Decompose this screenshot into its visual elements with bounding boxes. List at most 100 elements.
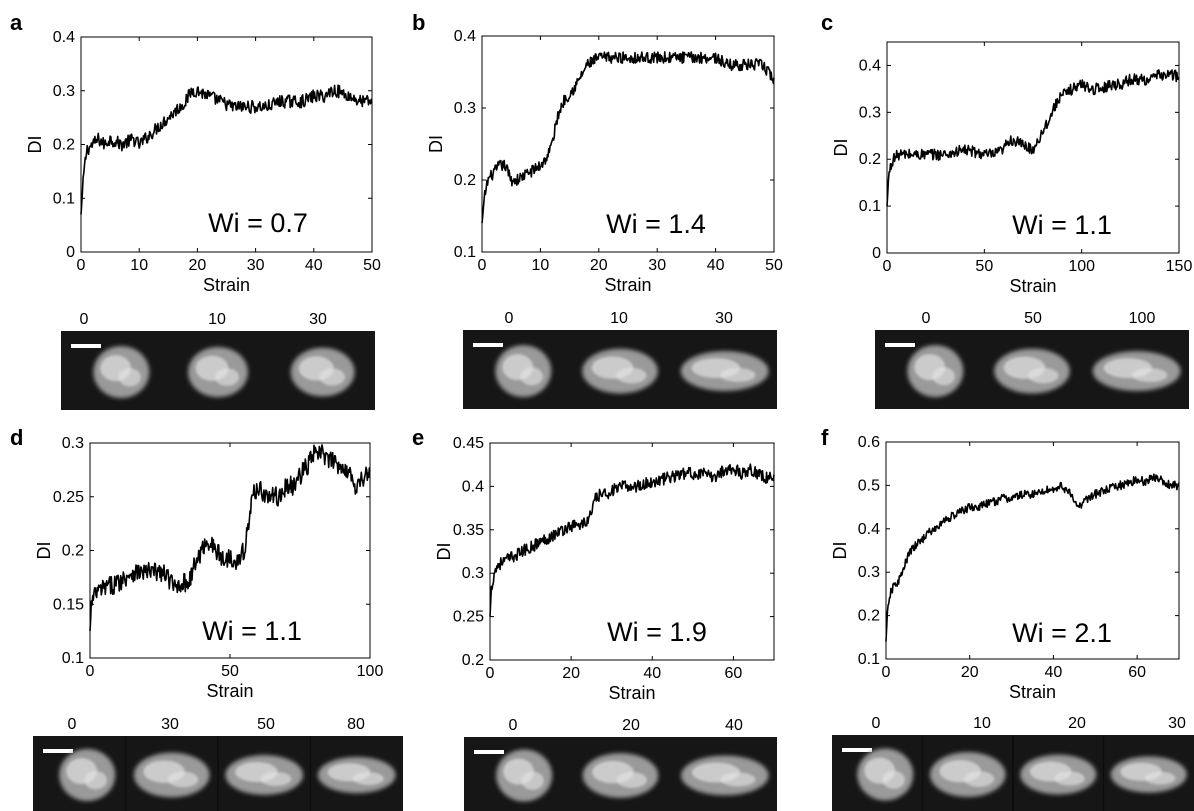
micrograph-strip: 0 20 40 <box>464 717 777 811</box>
di-series-line <box>489 463 775 617</box>
strain-frame-label: 30 <box>715 310 733 327</box>
cell-image <box>929 752 1006 797</box>
chart-panel-f: f 0 20 40 60 0.1 0.2 0.3 0.4 0.5 0.6 Strain DI Wi = 2… <box>821 425 1194 811</box>
y-tick-label: 0.3 <box>62 435 84 452</box>
y-tick-label: 0.3 <box>454 100 476 117</box>
x-tick-label: 100 <box>1068 258 1095 275</box>
micrograph-strip: 0 10 30 <box>463 310 777 409</box>
chart-panel-e: e 0 20 40 60 0.2 0.25 0.3 0.35 0.4 0.45 Strain DI Wi … <box>412 425 777 811</box>
x-axis-label: Strain <box>608 683 655 703</box>
plot-frame <box>885 441 1180 660</box>
y-axis-label: DI <box>34 542 54 560</box>
y-tick-label: 0.3 <box>859 104 881 121</box>
strain-frame-label: 0 <box>922 310 931 327</box>
y-tick-label: 0.6 <box>858 434 880 451</box>
x-tick-label: 30 <box>648 257 666 274</box>
cell-image <box>857 748 914 801</box>
x-axis-label: Strain <box>1009 682 1056 702</box>
cell-image <box>907 345 964 398</box>
y-tick-label: 0.45 <box>453 435 484 452</box>
y-tick-label: 0.25 <box>453 609 484 626</box>
wi-annotation: Wi = 1.1 <box>1012 210 1112 240</box>
y-axis-label: DI <box>426 135 446 153</box>
di-series-line <box>80 84 373 215</box>
y-tick-label: 0.2 <box>62 543 84 560</box>
panel-letter: d <box>10 425 23 450</box>
strain-frame-label: 0 <box>505 310 514 327</box>
di-series-line <box>885 473 1180 642</box>
y-tick-label: 0.2 <box>858 608 880 625</box>
cell-image <box>93 346 150 399</box>
y-tick-label: 0.25 <box>53 489 84 506</box>
scale-bar <box>43 749 73 753</box>
di-series-line <box>481 51 775 224</box>
y-tick-label: 0.3 <box>858 564 880 581</box>
y-tick-label: 0.2 <box>859 151 881 168</box>
x-axis-label: Strain <box>206 681 253 701</box>
y-tick-label: 0.3 <box>462 565 484 582</box>
strain-frame-label: 0 <box>872 715 881 732</box>
scale-bar <box>885 343 915 347</box>
y-tick-label: 0.35 <box>453 522 484 539</box>
wi-annotation: Wi = 1.4 <box>606 209 706 239</box>
cell-image <box>59 749 116 801</box>
micrograph-strip: 0 30 50 80 <box>33 716 403 811</box>
chart-panel-b: b 0 10 20 30 40 50 0.1 0.2 0.3 0.4 Strain DI Wi = 1.4… <box>412 10 783 409</box>
y-tick-label: 0.4 <box>53 29 75 46</box>
y-tick-label: 0.4 <box>858 521 880 538</box>
strain-frame-label: 0 <box>68 716 77 733</box>
strain-frame-label: 10 <box>973 715 991 732</box>
x-tick-label: 50 <box>975 258 993 275</box>
y-tick-label: 0.5 <box>858 477 880 494</box>
y-tick-label: 0.2 <box>462 652 484 669</box>
plot-frame <box>489 442 775 661</box>
y-tick-label: 0.1 <box>858 651 880 668</box>
cell-image <box>495 345 552 398</box>
y-tick-label: 0 <box>872 245 881 262</box>
x-tick-label: 50 <box>221 663 239 680</box>
x-tick-label: 0 <box>86 663 95 680</box>
y-axis-label: DI <box>831 139 851 157</box>
x-tick-label: 50 <box>765 257 783 274</box>
x-tick-label: 60 <box>725 665 743 682</box>
x-tick-label: 40 <box>305 257 323 274</box>
y-tick-label: 0.1 <box>859 198 881 215</box>
cell-image <box>680 351 769 392</box>
y-tick-label: 0.2 <box>454 172 476 189</box>
x-tick-label: 10 <box>130 257 148 274</box>
x-axis-label: Strain <box>203 275 250 295</box>
y-tick-label: 0.4 <box>462 478 484 495</box>
wi-annotation: Wi = 0.7 <box>208 208 308 238</box>
cell-image <box>133 752 210 798</box>
strain-frame-label: 80 <box>347 716 365 733</box>
cell-image <box>1110 756 1187 793</box>
cell-image <box>1020 754 1097 795</box>
di-series-line <box>886 69 1180 207</box>
x-tick-label: 150 <box>1166 258 1193 275</box>
strain-frame-label: 20 <box>622 717 640 734</box>
wi-annotation: Wi = 1.9 <box>607 617 707 647</box>
cell-image <box>290 347 355 397</box>
strain-frame-label: 50 <box>1024 310 1042 327</box>
scale-bar <box>71 344 101 348</box>
x-tick-label: 20 <box>189 257 207 274</box>
x-tick-label: 20 <box>961 664 979 681</box>
x-tick-label: 60 <box>1128 664 1146 681</box>
x-tick-label: 40 <box>1045 664 1063 681</box>
panel-letter: a <box>10 10 23 35</box>
scale-bar <box>474 750 504 754</box>
di-series-line <box>89 444 371 632</box>
strain-frame-label: 40 <box>725 717 743 734</box>
wi-annotation: Wi = 1.1 <box>202 616 302 646</box>
x-tick-label: 20 <box>562 665 580 682</box>
x-tick-label: 30 <box>247 257 265 274</box>
strain-frame-label: 50 <box>257 716 275 733</box>
strain-frame-label: 30 <box>161 716 179 733</box>
y-axis-label: DI <box>25 136 45 154</box>
cell-image <box>582 753 659 798</box>
y-tick-label: 0.1 <box>53 190 75 207</box>
chart-panel-d: d 0 50 100 0.1 0.15 0.2 0.25 0.3 Strain DI Wi = 1.1… <box>10 425 403 811</box>
strain-frame-label: 30 <box>1168 715 1186 732</box>
y-tick-label: 0 <box>66 244 75 261</box>
